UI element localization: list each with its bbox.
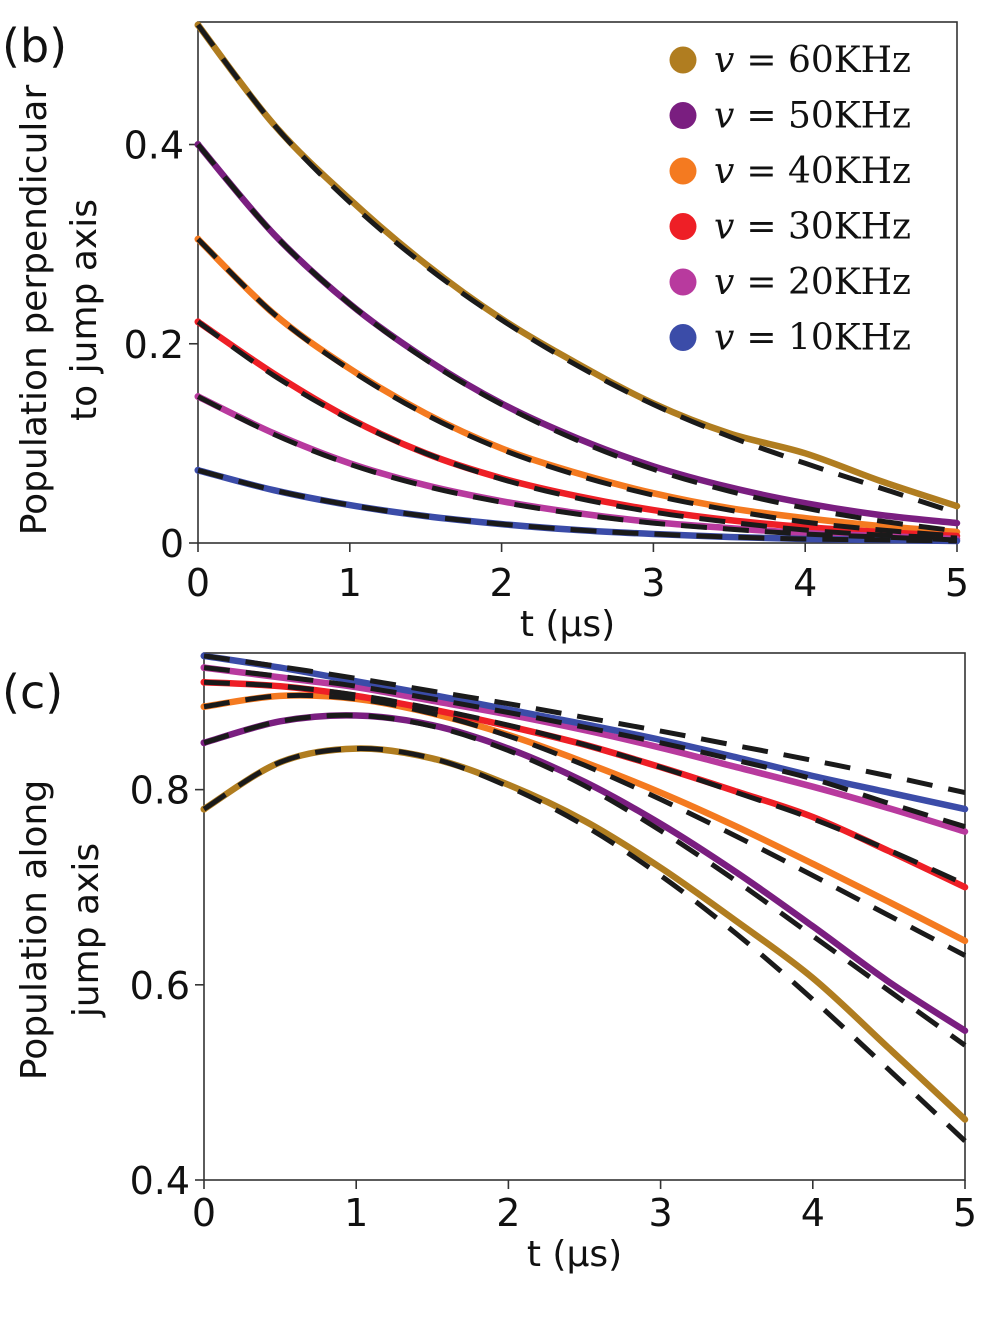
fit-line-10KHz (197, 467, 958, 544)
fit-line-40KHz (196, 237, 958, 539)
fit-line-20KHz (203, 665, 966, 830)
legend-item: v = 50KHz (669, 96, 911, 137)
y-tick-label: 0.4 (130, 1159, 190, 1203)
legend-marker (669, 324, 697, 351)
legend-value: = 60KHz (746, 40, 911, 81)
series-group (200, 652, 969, 1143)
legend-marker (669, 46, 697, 74)
y-tick-label: 0.2 (124, 323, 184, 367)
x-tick-label: 5 (945, 561, 969, 605)
fit-line-50KHz (203, 712, 967, 1048)
panel-c: 0 1 2 3 4 5 0.4 0.6 0.8 t (μs) Population along jum… (2, 652, 977, 1275)
legend-value: = 30KHz (746, 207, 911, 248)
fit-line-60KHz (196, 23, 958, 516)
plot-frame (203, 652, 966, 1181)
y-tick-label: 0 (160, 522, 184, 566)
legend-item: v = 60KHz (669, 40, 911, 81)
x-axis-title: t (μs) (520, 604, 615, 645)
legend-var: v (714, 151, 734, 192)
legend-var: v (714, 96, 734, 137)
legend-value: = 40KHz (746, 151, 911, 192)
fit-line-10KHz (203, 653, 966, 796)
legend-value: = 10KHz (746, 318, 911, 359)
fit-line-30KHz (203, 679, 967, 887)
legend-item: v = 40KHz (669, 151, 911, 192)
x-tick-label: 4 (801, 1191, 825, 1235)
legend-item: v = 20KHz (669, 262, 911, 303)
y-axis-title: Population along (14, 780, 55, 1080)
plot-frame (197, 21, 958, 544)
legend-marker (669, 102, 697, 129)
fit-line-50KHz (196, 142, 958, 534)
y-tick-label: 0.8 (130, 769, 190, 813)
x-tick-label: 2 (490, 561, 514, 605)
fit-line-40KHz (203, 692, 967, 958)
x-axis-title: t (μs) (527, 1234, 622, 1275)
panel-label: (c) (2, 665, 63, 719)
legend: v = 60KHz v = 50KHz v = 40KHz v = 30KHz v = 20KHz… (669, 40, 911, 359)
x-tick-label: 4 (793, 561, 817, 605)
panel-b: 0 1 2 3 4 5 0 0.2 0.4 t (μs) Population perpendicu… (2, 19, 969, 645)
legend-label: v = 40KHz (714, 151, 911, 192)
legend-label: v = 30KHz (714, 207, 911, 248)
x-tick-label: 1 (344, 1191, 368, 1235)
x-tick-label: 0 (186, 561, 210, 605)
legend-value: = 50KHz (746, 96, 911, 137)
legend-var: v (714, 207, 734, 248)
fit-line-60KHz (202, 746, 967, 1143)
legend-var: v (714, 318, 734, 359)
legend-item: v = 30KHz (669, 207, 911, 248)
x-tick-label: 3 (649, 1191, 673, 1235)
x-tick-label: 5 (953, 1191, 977, 1235)
y-axis-title: to jump axis (64, 199, 105, 421)
legend-marker (669, 157, 697, 185)
x-tick-label: 1 (338, 561, 362, 605)
y-axis-title: Population perpendicular (14, 85, 55, 536)
x-tick-label: 2 (496, 1191, 520, 1235)
panel-label: (b) (2, 19, 67, 73)
legend-label: v = 10KHz (714, 318, 911, 359)
legend-var: v (714, 262, 734, 303)
legend-item: v = 10KHz (669, 318, 911, 359)
y-axis-title: jump axis (66, 843, 107, 1018)
series-line-60KHz (200, 745, 969, 1123)
legend-value: = 20KHz (746, 262, 911, 303)
fit-line-30KHz (196, 319, 958, 541)
x-tick-label: 3 (641, 561, 665, 605)
legend-label: v = 60KHz (714, 40, 911, 81)
legend-label: v = 20KHz (714, 262, 911, 303)
fit-line-20KHz (196, 394, 958, 543)
x-tick-label: 0 (192, 1191, 216, 1235)
series-group (194, 21, 961, 545)
legend-marker (669, 268, 697, 296)
legend-var: v (714, 40, 734, 81)
y-tick-label: 0.4 (124, 124, 184, 168)
legend-marker (669, 213, 697, 240)
legend-label: v = 50KHz (714, 96, 911, 137)
y-tick-label: 0.6 (130, 964, 190, 1008)
